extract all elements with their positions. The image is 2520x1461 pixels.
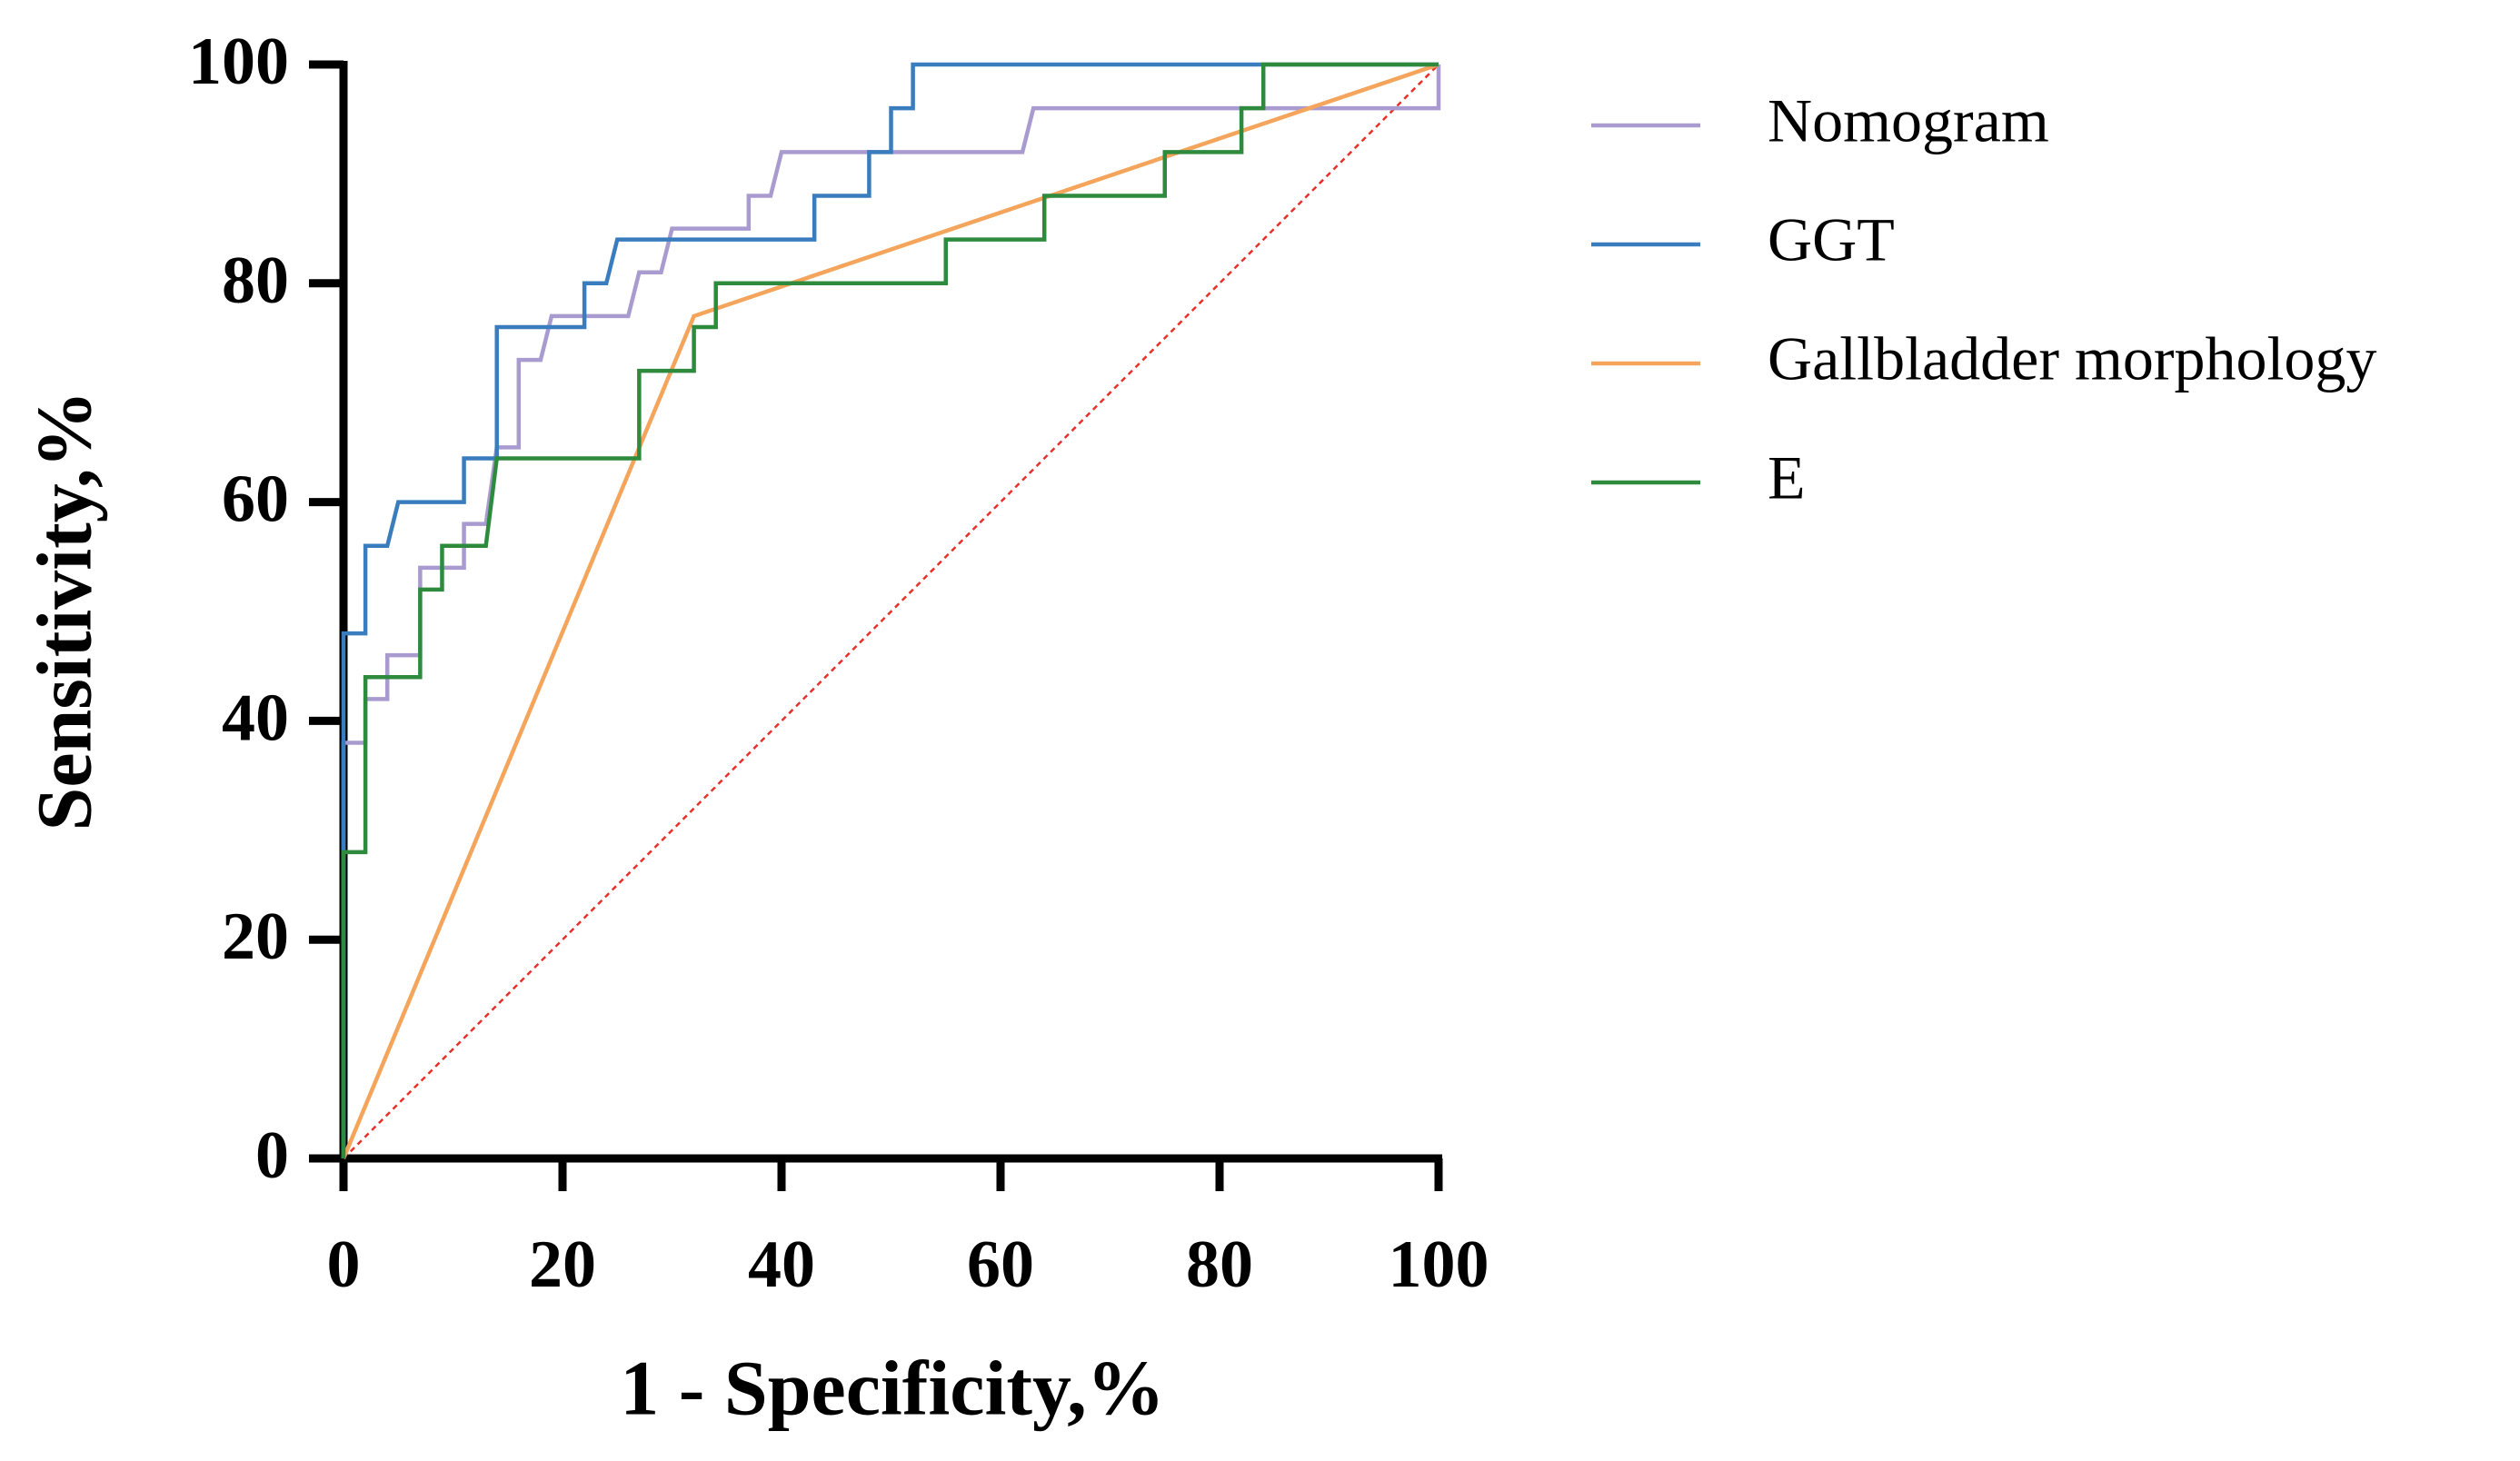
series-line (341, 62, 1439, 1158)
y-tick-label: 100 (188, 25, 289, 99)
y-axis-title: Sensitivity,% (21, 390, 108, 830)
legend-label: GGT (1768, 205, 1895, 274)
series-line (341, 62, 1439, 1158)
legend-label: Nomogram (1768, 86, 2049, 155)
y-tick-label: 40 (222, 681, 289, 755)
y-tick-label: 80 (222, 244, 289, 318)
x-tick-label: 40 (748, 1227, 815, 1302)
x-tick-label: 100 (1389, 1227, 1489, 1302)
legend-label: E (1768, 443, 1806, 512)
reference-line (343, 64, 1439, 1159)
y-tick-label: 60 (222, 462, 289, 537)
x-tick-label: 20 (529, 1227, 596, 1302)
y-tick-label: 20 (222, 899, 289, 974)
legend-label: Gallbladder morphology (1768, 324, 2376, 393)
x-tick-label: 80 (1186, 1227, 1253, 1302)
y-tick-label: 0 (255, 1118, 289, 1193)
x-tick-label: 0 (327, 1227, 361, 1302)
x-tick-label: 60 (967, 1227, 1034, 1302)
series-line (341, 62, 1439, 1159)
x-axis-title: 1 - Specificity,% (620, 1345, 1165, 1432)
